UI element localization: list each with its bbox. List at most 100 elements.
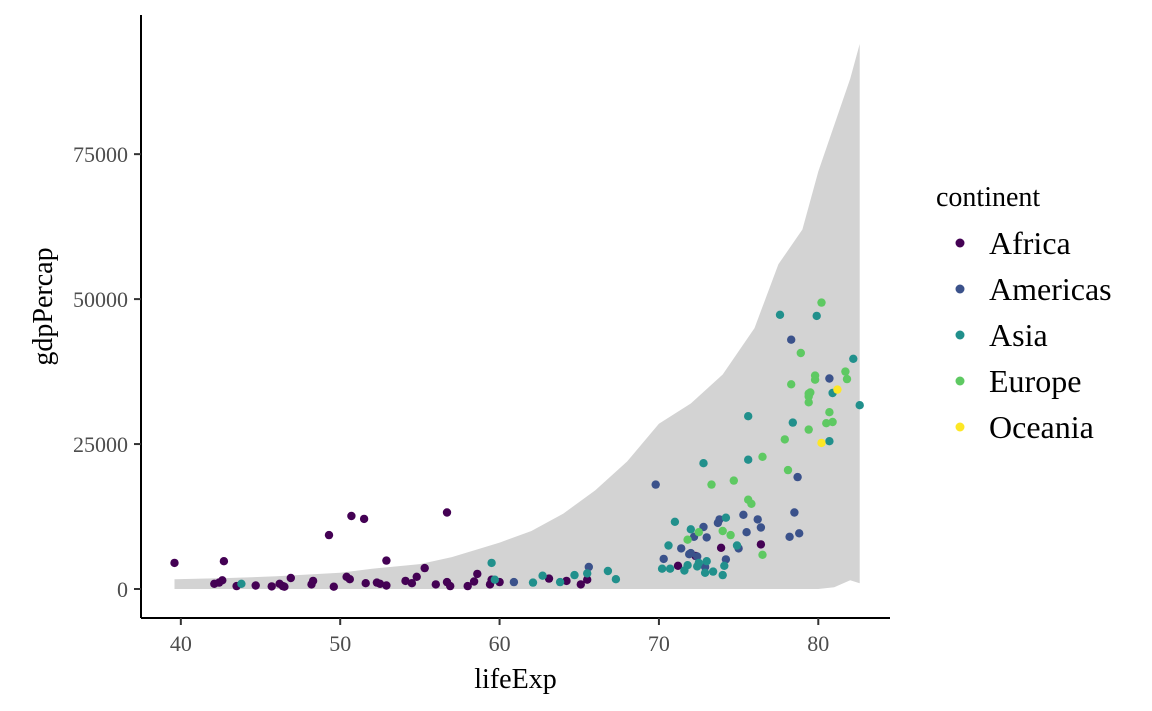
data-point-africa xyxy=(544,574,554,583)
data-point-africa xyxy=(442,508,452,517)
data-point-asia xyxy=(849,354,858,363)
data-point-europe xyxy=(707,480,716,489)
data-point-oceania xyxy=(817,438,826,448)
data-point-americas xyxy=(739,510,748,519)
data-point-africa xyxy=(420,563,429,573)
points-layer xyxy=(170,298,864,591)
data-point-africa xyxy=(308,576,318,586)
x-tick-label: 60 xyxy=(489,631,511,656)
legend-key-europe xyxy=(955,376,965,386)
data-point-europe xyxy=(810,375,820,384)
data-point-americas xyxy=(659,554,668,564)
y-tick-label: 25000 xyxy=(73,432,128,457)
x-tick-label: 80 xyxy=(807,631,829,656)
data-point-asia xyxy=(611,575,621,584)
data-point-oceania xyxy=(833,385,842,394)
data-point-americas xyxy=(785,532,794,541)
data-point-europe xyxy=(758,550,767,559)
data-point-americas xyxy=(790,508,799,517)
data-point-asia xyxy=(487,558,496,568)
data-point-asia xyxy=(664,541,673,550)
data-point-africa xyxy=(469,577,479,586)
data-point-africa xyxy=(329,582,338,591)
data-point-europe xyxy=(806,388,815,397)
data-point-africa xyxy=(267,582,276,591)
x-tick-label: 50 xyxy=(329,631,351,656)
data-point-americas xyxy=(753,515,762,524)
data-point-africa xyxy=(583,575,592,584)
data-point-africa xyxy=(576,580,585,589)
data-point-americas xyxy=(702,533,711,542)
data-point-americas xyxy=(651,480,660,489)
data-point-asia xyxy=(237,579,246,588)
data-point-americas xyxy=(686,548,695,558)
data-point-asia xyxy=(744,455,753,464)
data-point-asia xyxy=(855,401,864,410)
data-point-africa xyxy=(347,511,356,521)
data-point-africa xyxy=(286,573,295,583)
legend-label-europe: Europe xyxy=(989,363,1081,399)
data-point-asia xyxy=(490,575,499,584)
data-point-asia xyxy=(603,566,613,576)
data-point-americas xyxy=(693,552,702,561)
data-point-europe xyxy=(747,499,756,508)
data-point-asia xyxy=(721,513,731,522)
data-point-americas xyxy=(793,472,802,482)
data-point-europe xyxy=(842,374,852,384)
data-point-asia xyxy=(699,459,708,468)
data-point-asia xyxy=(528,578,538,587)
data-point-europe xyxy=(841,367,850,376)
legend-label-americas: Americas xyxy=(989,271,1112,307)
data-point-asia xyxy=(812,311,821,321)
series-oceania xyxy=(817,385,842,448)
y-axis-ticks: 0 25000 50000 75000 xyxy=(73,142,141,602)
data-point-asia xyxy=(744,412,753,421)
data-point-europe xyxy=(694,528,703,537)
legend: continent Africa Americas Asia Europe Oceani… xyxy=(936,182,1112,445)
data-point-africa xyxy=(170,558,179,568)
data-point-asia xyxy=(702,557,711,566)
data-point-europe xyxy=(783,465,793,475)
x-axis-title: lifeExp xyxy=(474,664,556,695)
data-point-europe xyxy=(729,476,738,485)
data-point-europe xyxy=(683,535,692,544)
data-point-africa xyxy=(219,557,229,566)
data-point-asia xyxy=(657,564,667,573)
data-point-americas xyxy=(509,577,519,587)
data-point-europe xyxy=(718,526,727,536)
data-point-europe xyxy=(787,380,796,389)
data-point-asia xyxy=(775,310,785,319)
data-point-asia xyxy=(694,558,703,568)
data-point-americas xyxy=(787,335,796,344)
data-point-asia xyxy=(700,568,710,577)
data-point-africa xyxy=(382,581,391,590)
data-point-africa xyxy=(756,540,766,549)
legend-title: continent xyxy=(936,182,1040,213)
data-point-africa xyxy=(375,579,385,588)
data-point-americas xyxy=(795,529,804,538)
ribbon-layer xyxy=(174,44,860,589)
data-point-africa xyxy=(562,576,571,586)
x-tick-label: 40 xyxy=(170,631,192,656)
data-point-americas xyxy=(715,515,724,524)
data-point-europe xyxy=(822,419,831,428)
data-point-africa xyxy=(473,569,482,579)
data-point-asia xyxy=(665,564,675,573)
confidence-ribbon xyxy=(174,44,860,589)
data-point-asia xyxy=(670,517,680,526)
data-point-africa xyxy=(401,576,410,586)
y-tick-label: 75000 xyxy=(73,142,128,167)
data-point-americas xyxy=(742,528,751,537)
data-point-europe xyxy=(804,425,813,434)
data-point-africa xyxy=(446,581,455,591)
data-point-asia xyxy=(718,570,727,580)
y-tick-label: 0 xyxy=(117,577,128,602)
legend-key-oceania xyxy=(955,422,965,432)
data-point-africa xyxy=(218,576,227,585)
data-point-americas xyxy=(825,374,834,383)
data-point-africa xyxy=(251,581,260,590)
data-point-africa xyxy=(324,530,334,540)
data-point-africa xyxy=(716,543,726,552)
data-point-africa xyxy=(361,579,370,588)
